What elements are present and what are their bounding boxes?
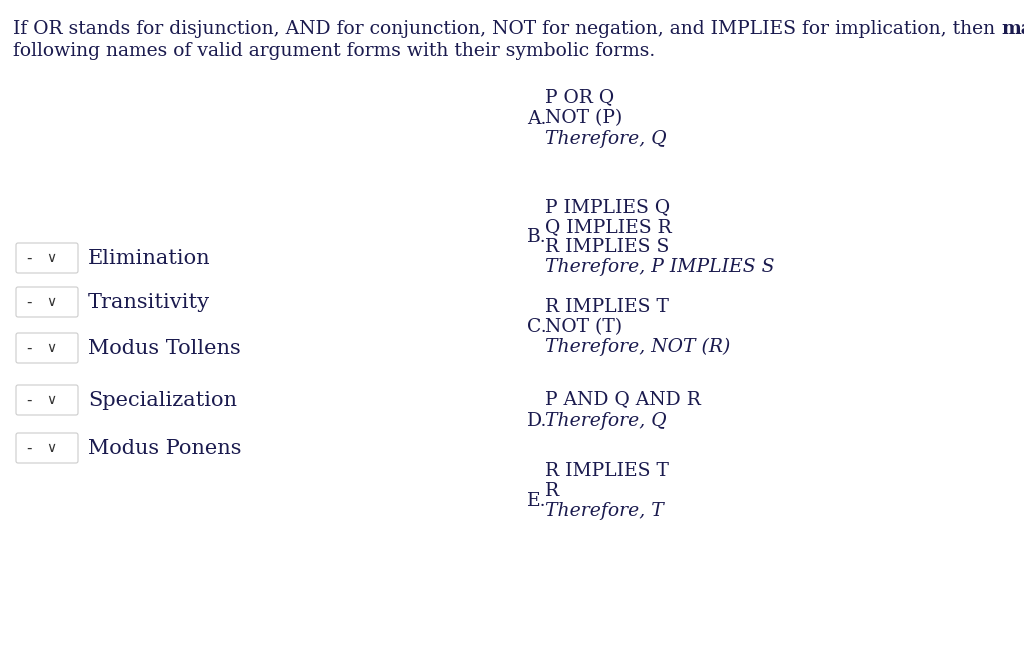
Text: -: - bbox=[26, 340, 32, 356]
Text: Therefore, T: Therefore, T bbox=[545, 502, 664, 520]
Text: NOT (P): NOT (P) bbox=[545, 109, 623, 127]
FancyBboxPatch shape bbox=[16, 385, 78, 415]
Text: -: - bbox=[26, 295, 32, 310]
Text: R IMPLIES S: R IMPLIES S bbox=[545, 238, 670, 256]
FancyBboxPatch shape bbox=[16, 287, 78, 317]
Text: ∨: ∨ bbox=[46, 295, 56, 309]
Text: Specialization: Specialization bbox=[88, 391, 237, 409]
Text: -: - bbox=[26, 251, 32, 265]
Text: A.: A. bbox=[527, 110, 547, 128]
Text: Modus Tollens: Modus Tollens bbox=[88, 338, 241, 358]
Text: Transitivity: Transitivity bbox=[88, 293, 210, 312]
Text: Modus Ponens: Modus Ponens bbox=[88, 438, 242, 458]
Text: R IMPLIES T: R IMPLIES T bbox=[545, 462, 669, 480]
Text: B.: B. bbox=[527, 228, 547, 246]
FancyBboxPatch shape bbox=[16, 333, 78, 363]
Text: ∨: ∨ bbox=[46, 441, 56, 455]
Text: R: R bbox=[545, 482, 559, 500]
Text: ∨: ∨ bbox=[46, 251, 56, 265]
Text: P OR Q: P OR Q bbox=[545, 88, 614, 106]
Text: Therefore, P IMPLIES S: Therefore, P IMPLIES S bbox=[545, 258, 774, 276]
Text: following names of valid argument forms with their symbolic forms.: following names of valid argument forms … bbox=[13, 42, 655, 60]
Text: P IMPLIES Q: P IMPLIES Q bbox=[545, 198, 670, 216]
Text: match: match bbox=[1001, 20, 1024, 38]
Text: ∨: ∨ bbox=[46, 393, 56, 407]
Text: Therefore, NOT (R): Therefore, NOT (R) bbox=[545, 338, 730, 356]
Text: If OR stands for disjunction, AND for conjunction, NOT for negation, and IMPLIES: If OR stands for disjunction, AND for co… bbox=[13, 20, 1001, 38]
Text: Elimination: Elimination bbox=[88, 249, 211, 267]
Text: Therefore, Q: Therefore, Q bbox=[545, 412, 667, 430]
Text: ∨: ∨ bbox=[46, 341, 56, 355]
FancyBboxPatch shape bbox=[16, 243, 78, 273]
Text: -: - bbox=[26, 440, 32, 456]
Text: C.: C. bbox=[527, 318, 547, 336]
Text: D.: D. bbox=[527, 412, 548, 430]
Text: E.: E. bbox=[527, 492, 547, 510]
FancyBboxPatch shape bbox=[16, 433, 78, 463]
Text: P AND Q AND R: P AND Q AND R bbox=[545, 390, 700, 408]
Text: R IMPLIES T: R IMPLIES T bbox=[545, 298, 669, 316]
Text: NOT (T): NOT (T) bbox=[545, 318, 623, 336]
Text: Therefore, Q: Therefore, Q bbox=[545, 130, 667, 148]
Text: Q IMPLIES R: Q IMPLIES R bbox=[545, 218, 672, 236]
Text: -: - bbox=[26, 393, 32, 407]
